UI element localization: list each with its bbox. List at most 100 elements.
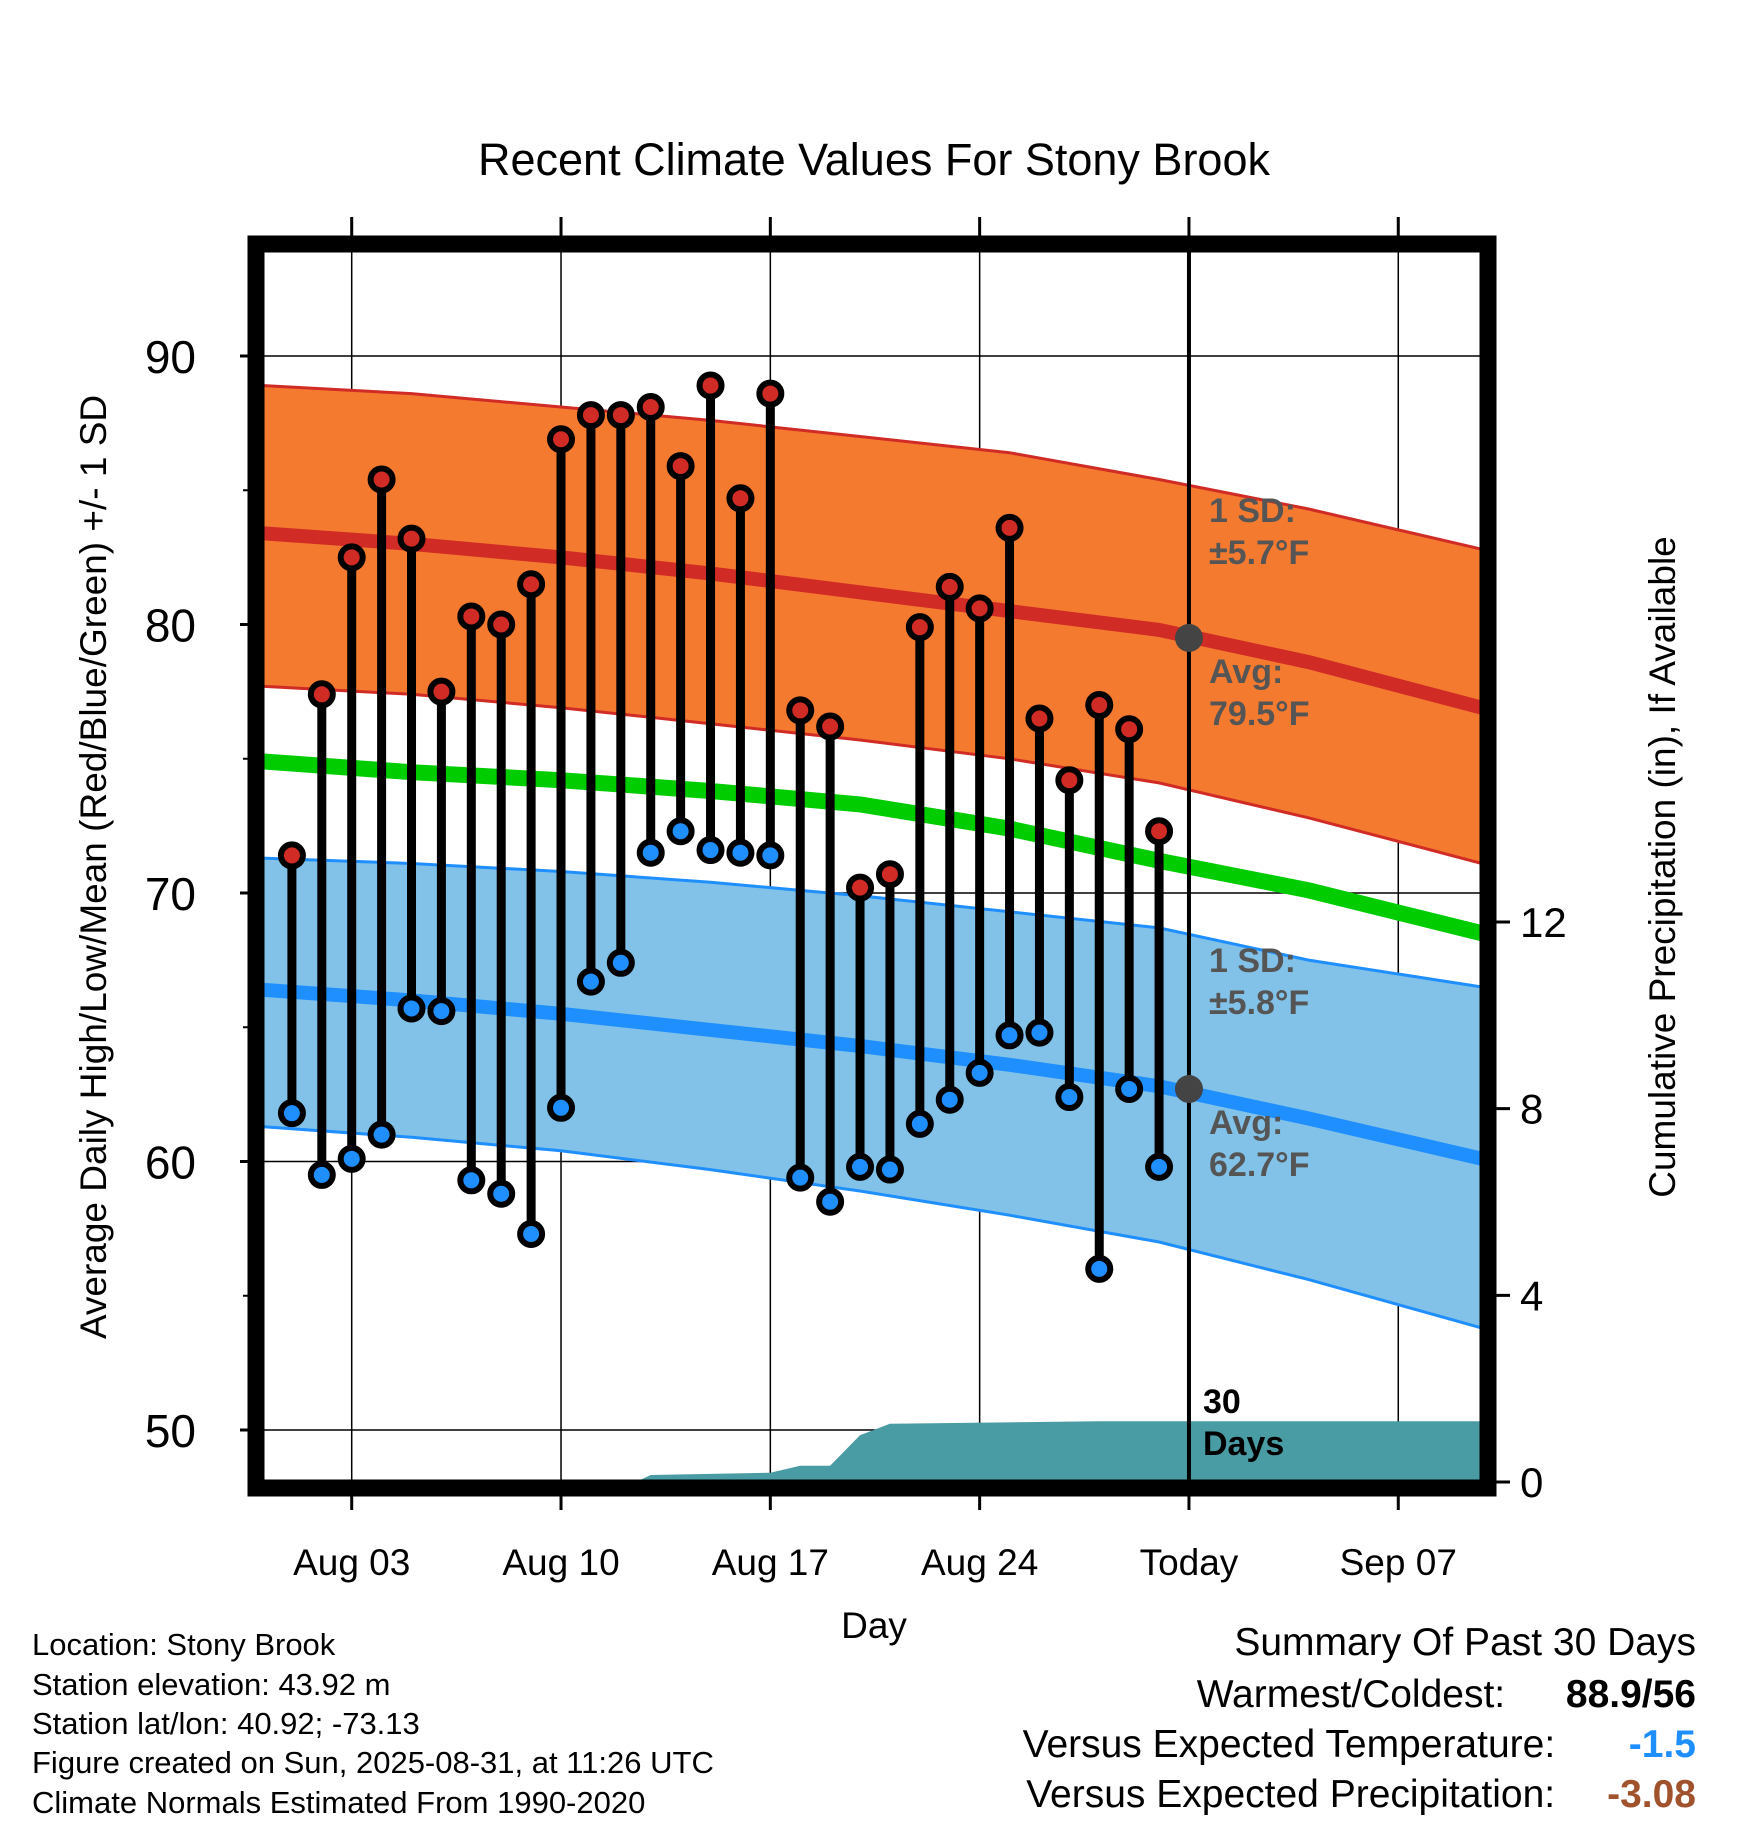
cumulative-precip-area [262,1421,1482,1482]
daily-low-point [1055,1083,1084,1112]
daily-high-point [337,543,366,572]
daily-high-point [576,401,605,430]
y2-axis-title: Cumulative Precipitation (in), If Availa… [1642,536,1683,1198]
low-avg-label: Avg: [1209,1104,1283,1142]
daily-low-point [905,1109,934,1138]
info-created: Figure created on Sun, 2025-08-31, at 11… [32,1745,714,1780]
temp-departure-value: -1.5 [1628,1723,1696,1766]
warmest-label: Warmest/Coldest: [1196,1673,1506,1716]
daily-low-point [517,1219,546,1248]
daily-high-point [726,484,755,513]
summary-temp-row: Versus Expected Temperature: -1.5 [1023,1723,1696,1767]
daily-high-point [606,401,635,430]
high-avg-value: 79.5°F [1209,695,1310,733]
high-band-lower-edge [262,684,1482,865]
daily-low-point [935,1085,964,1114]
daily-low-point [965,1058,994,1087]
daily-low-point [726,838,755,867]
y-tick-label: 80 [145,600,196,652]
daily-high-point [786,696,815,725]
today-high-avg-dot [1174,623,1203,652]
low-sd-label: 1 SD: [1209,942,1296,980]
y-tick-label: 90 [145,331,196,383]
high-sd-band [262,385,1482,864]
daily-low-point [547,1093,576,1122]
daily-high-point [427,677,456,706]
y-tick-label: 60 [145,1137,196,1189]
daily-high-point [666,452,695,481]
daily-high-point [636,393,665,422]
normal-bands [262,384,1482,1330]
daily-low-point [846,1152,875,1181]
y2-tick-label: 12 [1520,899,1567,946]
summary-title: Summary Of Past 30 Days [1234,1621,1696,1664]
daily-low-point [277,1099,306,1128]
daily-high-point [905,613,934,642]
y-tick-label: 70 [145,868,196,920]
daily-low-point [606,948,635,977]
high-band-upper-edge [262,384,1482,551]
y2-tick-label: 8 [1520,1086,1543,1133]
normal-mean-line [262,753,1482,942]
x-axis-title: Day [841,1605,907,1646]
y-tick-label: 50 [145,1405,196,1457]
x-tick-label: Aug 03 [293,1542,410,1583]
high-avg-label: Avg: [1209,653,1283,691]
high-sd-label: 1 SD: [1209,492,1296,530]
daily-low-point [636,838,665,867]
daily-low-point [816,1187,845,1216]
plot-frame [247,235,1497,1497]
daily-low-point [397,994,426,1023]
daily-low-point [487,1179,516,1208]
daily-low-point [307,1160,336,1189]
daily-low-point [995,1021,1024,1050]
precip-departure-label: Versus Expected Precipitation: [1026,1773,1556,1816]
info-latlon: Station lat/lon: 40.92; -73.13 [32,1706,420,1741]
daily-high-point [756,379,785,408]
y2-tick-label: 0 [1520,1459,1543,1506]
daily-high-point [367,465,396,494]
precip-departure-value: -3.08 [1607,1773,1696,1816]
daily-high-point [517,570,546,599]
x-tick-label: Today [1140,1542,1239,1583]
daily-high-point [547,425,576,454]
daily-low-point [367,1120,396,1149]
low-sd-value: ±5.8°F [1209,984,1309,1022]
daily-high-point [816,712,845,741]
daily-low-point [786,1163,815,1192]
daily-low-point [1025,1018,1054,1047]
daily-high-point [397,524,426,553]
chart-title: Recent Climate Values For Stony Brook [478,134,1271,185]
daily-low-point [1145,1152,1174,1181]
daily-high-point [935,572,964,601]
low-band-lower-edge [262,1125,1482,1330]
daily-low-point [1115,1075,1144,1104]
daily-low-point [427,997,456,1026]
info-normals: Climate Normals Estimated From 1990-2020 [32,1785,646,1820]
summary-precip-row: Versus Expected Precipitation: -3.08 [1026,1773,1696,1817]
annotations: 1 SD: ±5.7°F Avg: 79.5°F 1 SD: ±5.8°F Av… [1203,492,1310,1463]
daily-high-point [875,860,904,889]
daily-low-point [576,967,605,996]
daily-high-point [1115,715,1144,744]
daily-high-point [1055,766,1084,795]
daily-high-point [307,680,336,709]
daily-low-point [337,1144,366,1173]
daily-low-point [875,1155,904,1184]
days-label-word: Days [1203,1425,1284,1463]
normal-high-line [262,526,1482,715]
daily-high-point [696,371,725,400]
x-tick-label: Aug 17 [712,1542,829,1583]
x-tick-label: Aug 24 [921,1542,1038,1583]
daily-low-point [696,836,725,865]
info-location: Location: Stony Brook [32,1627,336,1662]
low-avg-value: 62.7°F [1209,1146,1310,1184]
y-axis-title: Average Daily High/Low/Mean (Red/Blue/Gr… [73,395,114,1339]
daily-high-point [457,602,486,631]
daily-high-point [995,513,1024,542]
days-label-number: 30 [1203,1383,1241,1421]
today-low-avg-dot [1174,1075,1203,1104]
low-sd-band [262,858,1482,1328]
warmest-value: 88.9/56 [1565,1673,1696,1716]
